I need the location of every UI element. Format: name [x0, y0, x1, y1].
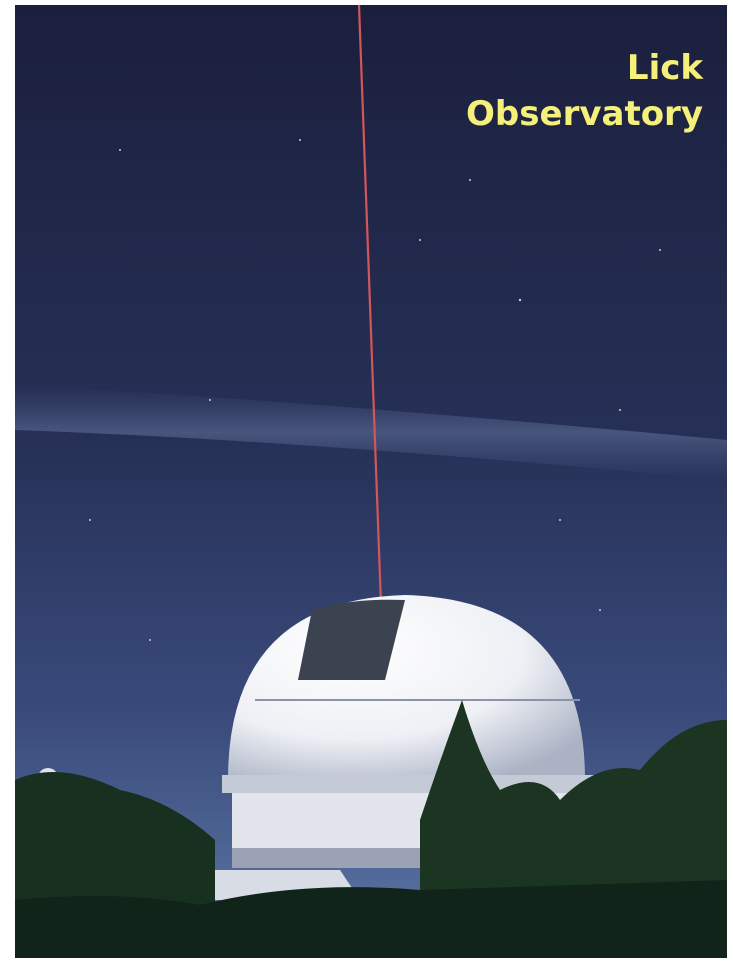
caption-line: Lick	[627, 48, 704, 88]
cloud-band	[15, 385, 727, 480]
laser-beam	[357, 5, 383, 606]
stars	[89, 139, 661, 641]
caption-line: Observatory	[466, 94, 703, 134]
dome-slit	[298, 599, 405, 680]
scene: Lick Observatory	[15, 5, 727, 958]
dome-ring	[222, 775, 594, 793]
tree-foreground	[15, 880, 727, 958]
